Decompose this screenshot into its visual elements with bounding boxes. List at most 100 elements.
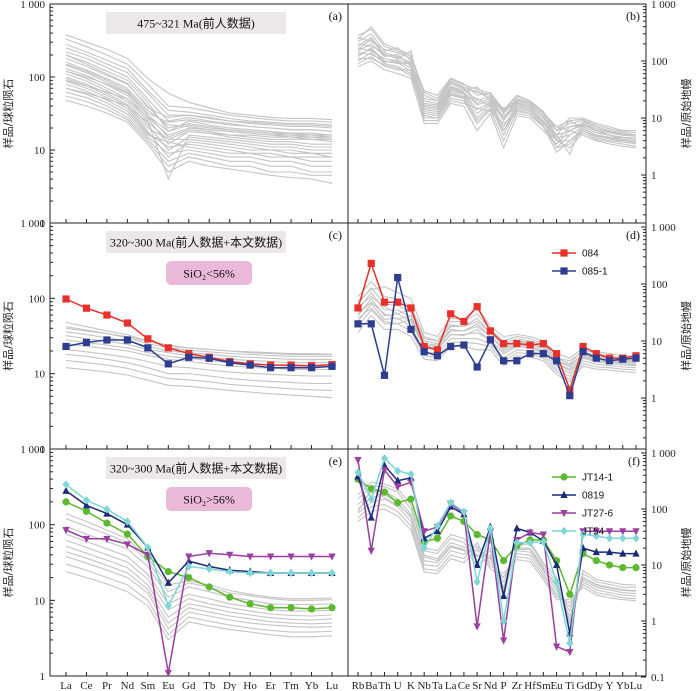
- data-point: [82, 304, 91, 312]
- data-point: [552, 560, 561, 568]
- x-tick-label: Nd: [121, 680, 135, 691]
- y-tick-label: 100: [651, 504, 668, 516]
- data-point: [560, 510, 568, 518]
- data-point: [164, 344, 172, 352]
- data-point: [354, 468, 362, 477]
- background-line: [357, 309, 637, 381]
- data-point: [500, 357, 508, 365]
- x-tick-label: Zr: [512, 680, 523, 691]
- data-point: [103, 519, 111, 527]
- data-point: [82, 338, 91, 347]
- data-point: [103, 535, 111, 544]
- y-tick-label: 1 000: [651, 0, 676, 11]
- data-point: [380, 488, 389, 496]
- data-point: [185, 553, 193, 561]
- data-point: [267, 604, 275, 612]
- data-point: [552, 643, 561, 651]
- data-point: [539, 340, 547, 348]
- data-point: [246, 361, 254, 369]
- series-line: [357, 459, 636, 654]
- data-point: [579, 348, 587, 356]
- data-point: [287, 604, 295, 612]
- data-point: [592, 547, 600, 556]
- background-line: [357, 47, 637, 137]
- data-point: [447, 498, 455, 507]
- background-line: [357, 314, 637, 383]
- data-point: [605, 357, 614, 365]
- series-JT27-6: [62, 527, 336, 676]
- data-point: [82, 501, 91, 509]
- panel-label: (c): [329, 228, 342, 242]
- x-tick-label: Dy: [590, 680, 604, 691]
- data-point: [486, 327, 494, 335]
- y-tick-label: 1: [40, 671, 46, 683]
- data-point: [592, 350, 600, 358]
- data-point: [407, 495, 415, 503]
- period-label: 475~321 Ma(前人数据): [137, 16, 254, 31]
- x-tick-label: Pr: [102, 680, 112, 691]
- data-point: [307, 605, 316, 613]
- data-point: [560, 490, 568, 498]
- y-tick-label: 100: [29, 72, 46, 84]
- x-tick-label: La: [60, 680, 72, 691]
- x-tick-label: Ce: [80, 680, 92, 691]
- data-point: [486, 524, 494, 533]
- data-point: [539, 537, 547, 546]
- data-point: [592, 531, 600, 541]
- data-point: [380, 466, 389, 475]
- data-point: [267, 364, 275, 372]
- data-point: [307, 364, 316, 372]
- background-line: [65, 70, 332, 136]
- y-tick-label: 0.1: [651, 672, 665, 684]
- y-tick-label: 10: [651, 336, 663, 348]
- y-tick-label: 1 000: [651, 222, 676, 234]
- y-tick-label: 100: [29, 293, 46, 305]
- data-point: [513, 524, 521, 532]
- y-tick-label: 1: [651, 393, 657, 405]
- y-tick-label: 10: [651, 113, 663, 125]
- data-point: [447, 310, 455, 318]
- data-point: [123, 541, 131, 549]
- background-line: [65, 64, 333, 143]
- legend-label: 0819: [582, 491, 605, 502]
- data-point: [433, 534, 442, 542]
- data-point: [473, 303, 481, 311]
- data-point: [407, 325, 415, 333]
- y-tick-label: 1 000: [20, 0, 45, 11]
- legend-label: JT27-6: [582, 509, 614, 520]
- data-point: [394, 298, 402, 306]
- data-point: [605, 534, 614, 543]
- panel-c: 1 000 100 10 1 样品/球粒陨石 (c) 320~300 Ma(前人数据+本文数…: [1, 218, 349, 456]
- data-point: [447, 342, 455, 351]
- data-point: [367, 320, 375, 328]
- background-line: [65, 327, 332, 355]
- data-point: [513, 357, 521, 365]
- background-line: [65, 95, 332, 176]
- data-point: [526, 341, 534, 349]
- panel-label: (b): [626, 9, 640, 23]
- x-tick-label: U: [394, 680, 402, 691]
- x-tick-label: Rb: [352, 680, 365, 691]
- background-line: [357, 301, 637, 366]
- data-point: [164, 578, 172, 586]
- background-line: [357, 36, 636, 132]
- data-point: [526, 529, 534, 537]
- data-point: [226, 593, 234, 601]
- data-point: [367, 485, 375, 493]
- data-point: [500, 556, 508, 565]
- x-tick-label: Yb: [616, 680, 630, 691]
- data-point: [407, 304, 415, 312]
- x-tick-label: Nd: [484, 680, 498, 691]
- data-point: [185, 353, 193, 361]
- background-line: [357, 52, 637, 139]
- x-tick-label: P: [501, 680, 507, 691]
- data-point: [526, 350, 534, 358]
- x-tick-label: Eu: [550, 680, 563, 691]
- data-point: [328, 553, 336, 561]
- data-point: [592, 556, 600, 565]
- background-line: [65, 54, 333, 128]
- data-point: [267, 568, 275, 578]
- background-line: [357, 55, 637, 149]
- data-point: [164, 601, 172, 610]
